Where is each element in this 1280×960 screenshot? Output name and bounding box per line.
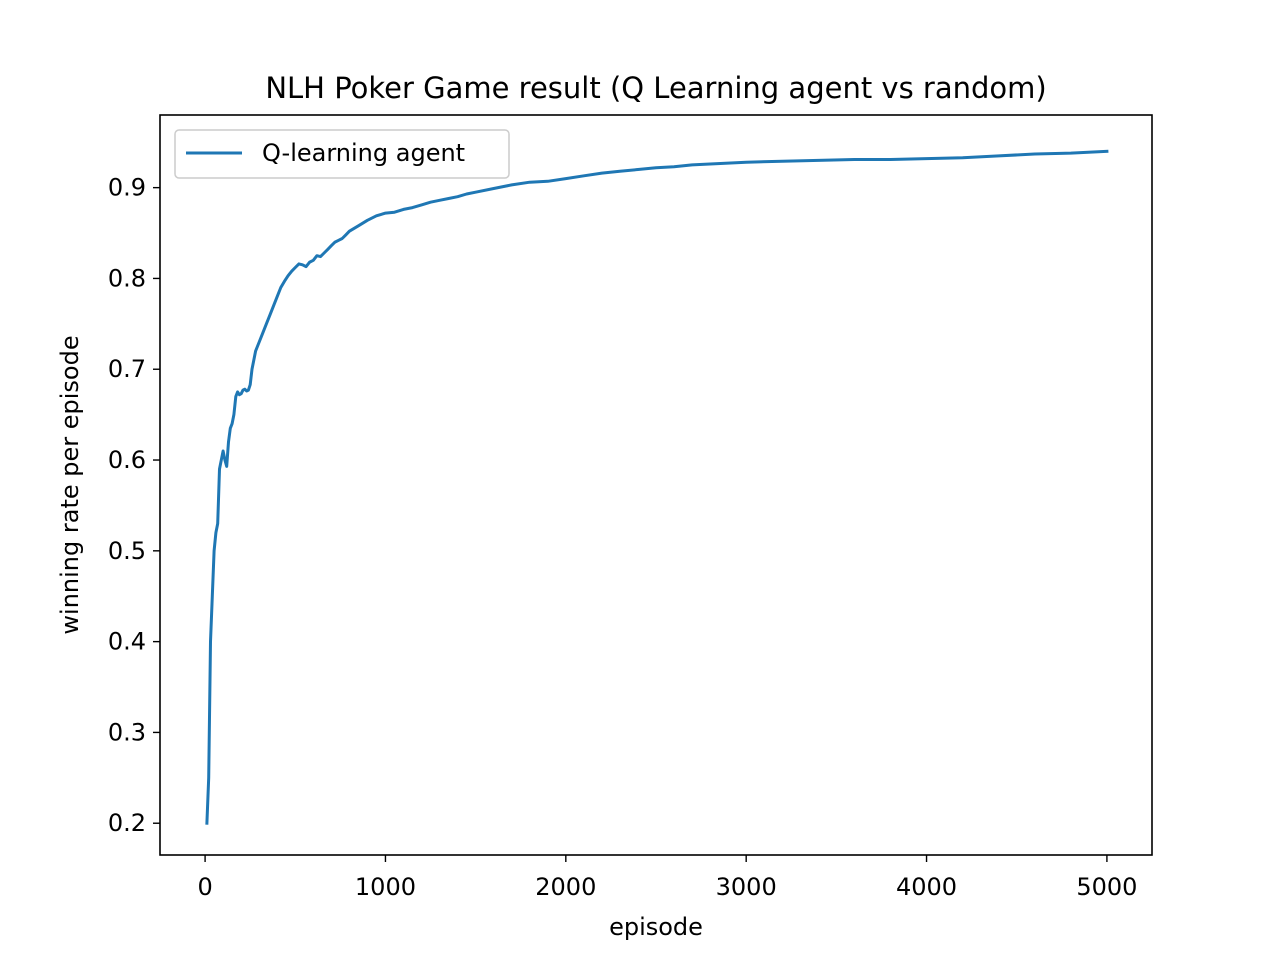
y-axis-ticks: 0.2 0.3 0.4 0.5 0.6 0.7 0.8 0.9 — [108, 174, 160, 837]
plot-area — [205, 149, 1109, 825]
x-tick-label: 4000 — [896, 873, 957, 901]
x-tick-label: 2000 — [535, 873, 596, 901]
y-tick-label: 0.4 — [108, 628, 146, 656]
legend: Q-learning agent — [174, 129, 510, 179]
x-tick-label: 1000 — [355, 873, 416, 901]
y-tick-label: 0.7 — [108, 355, 146, 383]
x-tick-label: 5000 — [1076, 873, 1137, 901]
y-axis-label: winning rate per episode — [56, 335, 84, 634]
x-tick-label: 0 — [197, 873, 212, 901]
axes-frame — [159, 114, 1153, 856]
y-tick-label: 0.6 — [108, 446, 146, 474]
y-tick-label: 0.2 — [108, 809, 146, 837]
chart-title: NLH Poker Game result (Q Learning agent … — [265, 71, 1046, 105]
y-tick-label: 0.3 — [108, 718, 146, 746]
x-axis-label: episode — [609, 913, 703, 941]
x-axis-ticks: 0 1000 2000 3000 4000 5000 — [197, 855, 1137, 901]
x-tick-label: 3000 — [716, 873, 777, 901]
y-tick-label: 0.9 — [108, 174, 146, 202]
series-line-q-learning-agent — [205, 149, 1109, 825]
y-tick-label: 0.5 — [108, 537, 146, 565]
legend-box — [174, 129, 510, 179]
y-tick-label: 0.8 — [108, 264, 146, 292]
legend-label-q-learning-agent: Q-learning agent — [262, 139, 465, 167]
